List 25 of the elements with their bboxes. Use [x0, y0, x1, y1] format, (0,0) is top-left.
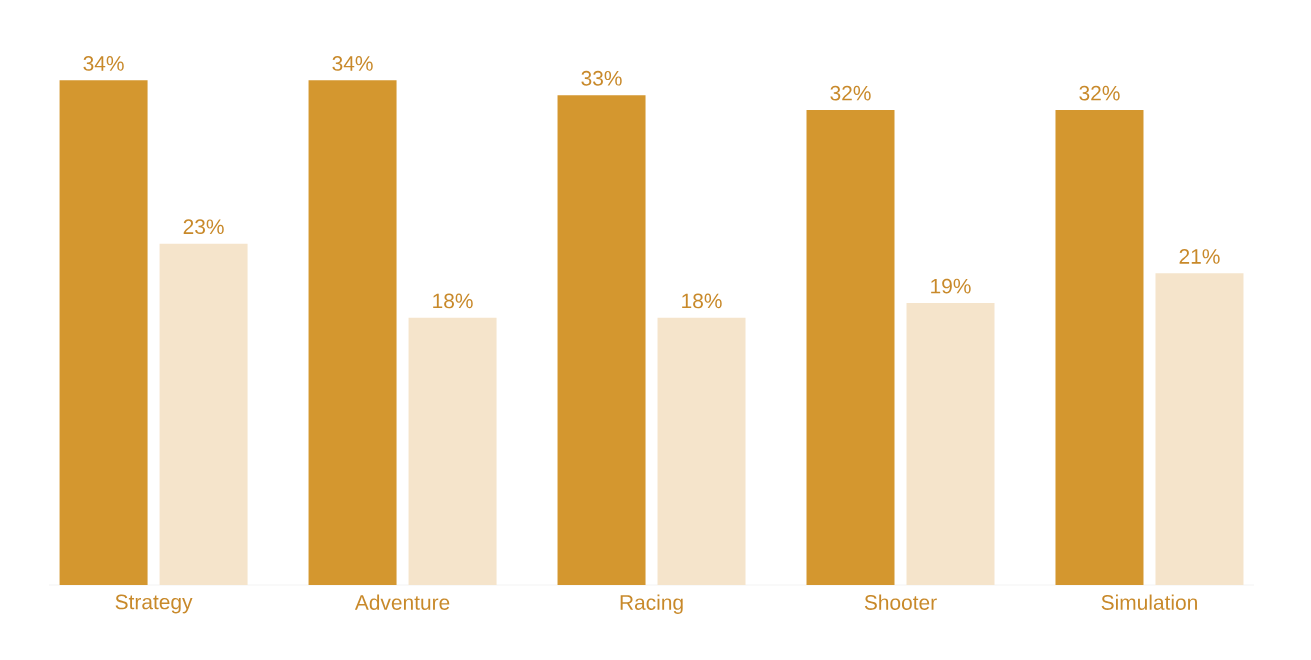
bar [557, 95, 646, 585]
bar [1155, 273, 1244, 585]
bar [308, 80, 397, 585]
bar [657, 317, 746, 585]
data-label: 23% [183, 219, 224, 235]
bar [408, 317, 497, 585]
bar [159, 243, 248, 585]
data-label: 34% [83, 56, 124, 71]
bar [806, 110, 895, 585]
x-tick-label: Simulation [1101, 594, 1197, 610]
x-tick-label: Adventure [354, 594, 450, 610]
bar [1055, 110, 1144, 585]
data-label: 21% [1179, 249, 1220, 264]
data-label: 19% [931, 278, 971, 294]
data-label: 33% [581, 70, 622, 86]
x-tick-label: Shooter [864, 594, 937, 610]
x-tick-label: Strategy [115, 594, 193, 614]
data-label: 32% [1079, 85, 1120, 101]
data-label: 32% [830, 85, 871, 101]
data-label: 18% [682, 293, 722, 309]
data-label: 34% [332, 56, 373, 71]
data-label: 18% [433, 293, 473, 309]
x-tick-label: Racing [620, 594, 683, 615]
bar [906, 303, 995, 585]
bar [59, 80, 148, 585]
